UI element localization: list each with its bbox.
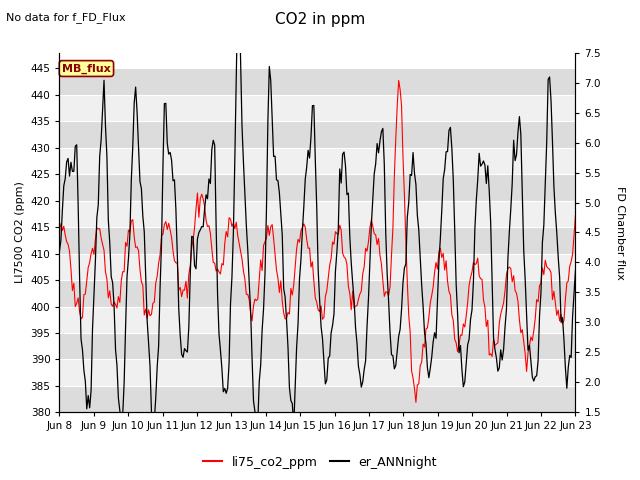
Bar xyxy=(60,333,575,360)
Text: No data for f_FD_Flux: No data for f_FD_Flux xyxy=(6,12,126,23)
Bar xyxy=(60,148,575,174)
Bar xyxy=(60,174,575,201)
Bar xyxy=(60,201,575,227)
Y-axis label: LI7500 CO2 (ppm): LI7500 CO2 (ppm) xyxy=(15,181,25,283)
Bar xyxy=(60,386,575,412)
Bar xyxy=(60,253,575,280)
Legend: li75_co2_ppm, er_ANNnight: li75_co2_ppm, er_ANNnight xyxy=(198,451,442,474)
Bar xyxy=(60,280,575,307)
Text: CO2 in ppm: CO2 in ppm xyxy=(275,12,365,27)
Bar xyxy=(60,69,575,95)
Bar xyxy=(60,227,575,253)
Text: MB_flux: MB_flux xyxy=(62,63,111,73)
Bar xyxy=(60,121,575,148)
Bar xyxy=(60,360,575,386)
Bar xyxy=(60,95,575,121)
Y-axis label: FD Chamber flux: FD Chamber flux xyxy=(615,186,625,279)
Bar xyxy=(60,307,575,333)
